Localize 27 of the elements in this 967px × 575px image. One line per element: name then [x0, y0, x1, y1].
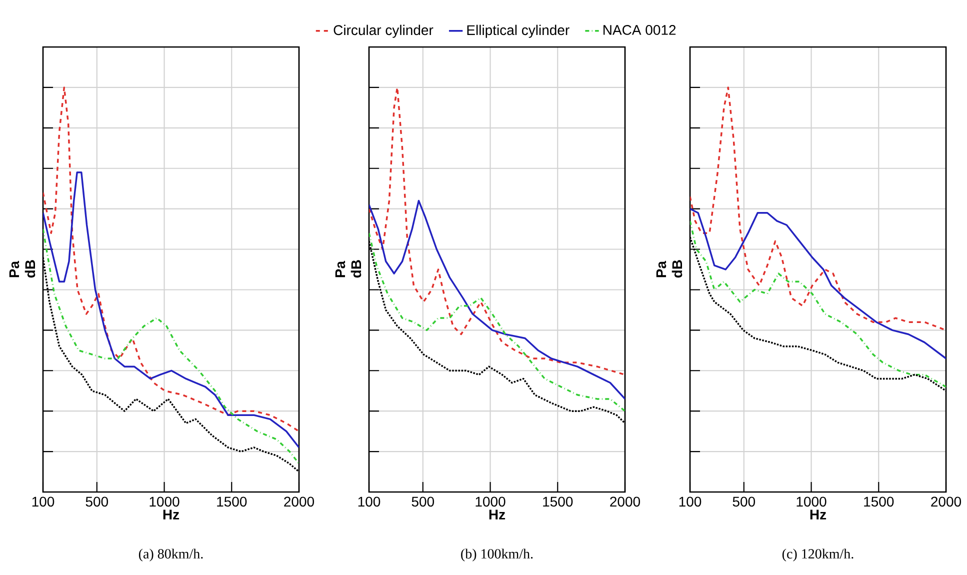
- x-axis-title: Hz: [163, 510, 180, 520]
- text: (c) 120km/h.: [782, 548, 854, 562]
- y-axis-title: Pa dB: [9, 260, 36, 278]
- x-tick-label: 2000: [610, 496, 640, 507]
- x-axis-title: Hz: [810, 510, 826, 520]
- legend-label: Elliptical cylinder: [467, 24, 570, 38]
- x-tick-label: 500: [86, 496, 108, 507]
- text: (a) 80km/h.: [138, 548, 203, 562]
- x-tick-label: 100: [679, 496, 702, 507]
- x-tick-label: 2000: [931, 496, 962, 507]
- y-axis-title: Pa dB: [335, 260, 362, 278]
- x-tick-label: 500: [412, 496, 434, 507]
- x-tick-label: 1500: [217, 496, 247, 507]
- x-tick-label: 2000: [284, 496, 314, 507]
- text: (b) 100km/h.: [461, 548, 533, 562]
- x-tick-label: 1000: [796, 496, 826, 507]
- y-axis-title: Pa dB: [656, 260, 682, 278]
- x-tick-label: 100: [32, 496, 54, 507]
- legend-label: NACA 0012: [604, 24, 676, 35]
- x-tick-label: 1500: [543, 496, 573, 507]
- x-tick-label: 500: [732, 496, 756, 507]
- x-axis-title: Hz: [489, 510, 506, 520]
- x-tick-label: 100: [358, 496, 380, 507]
- x-tick-label: 1500: [864, 496, 894, 507]
- x-tick-label: 1000: [150, 496, 180, 507]
- x-tick-label: 1000: [476, 496, 506, 507]
- legend-label: Circular cylinder: [334, 24, 434, 38]
